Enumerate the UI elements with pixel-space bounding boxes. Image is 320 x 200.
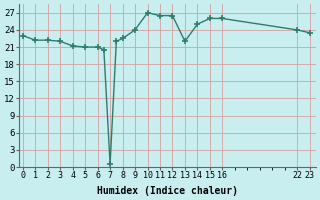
X-axis label: Humidex (Indice chaleur): Humidex (Indice chaleur) bbox=[97, 186, 238, 196]
